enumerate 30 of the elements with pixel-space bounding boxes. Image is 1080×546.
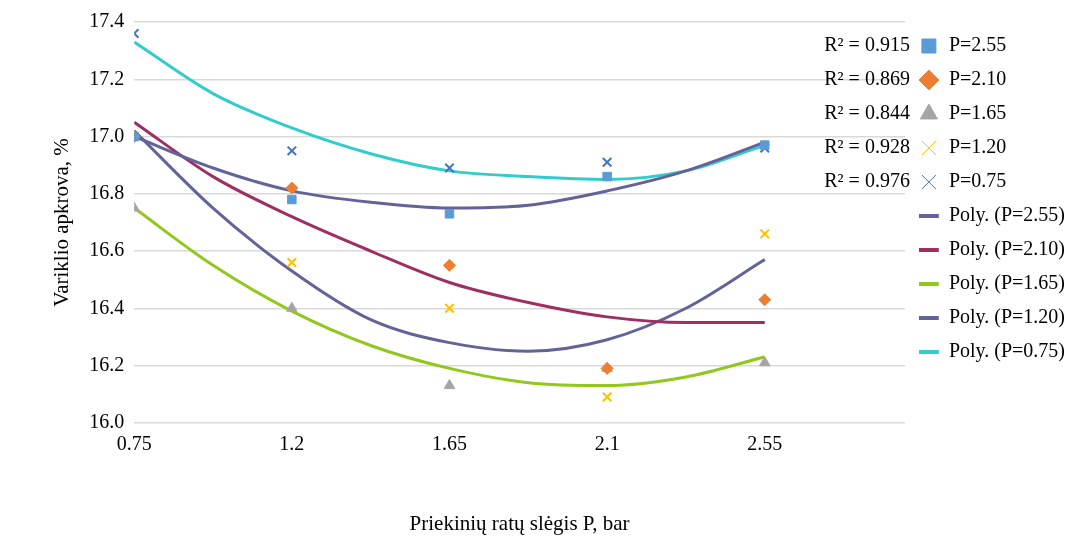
- legend-label: P=1.65: [948, 101, 1007, 124]
- y-tick-label: 16.0: [89, 410, 125, 433]
- y-tick-label: 16.8: [89, 181, 125, 204]
- x-tick-label: 0.75: [116, 432, 152, 455]
- annotation: R² = 0.976: [824, 169, 910, 192]
- legend-label: Poly. (P=2.10): [948, 237, 1066, 261]
- y-tick-label: 17.4: [89, 9, 125, 32]
- legend-label: Poly. (P=0.75): [948, 339, 1066, 363]
- annotation: R² = 0.928: [824, 135, 910, 158]
- y-tick-label: 17.2: [89, 66, 125, 89]
- y-tick-label: 16.4: [89, 295, 125, 318]
- annotation: R² = 0.869: [824, 67, 910, 90]
- annotation: R² = 0.844: [824, 101, 910, 124]
- legend-label: P=2.55: [948, 33, 1007, 56]
- legend-label: Poly. (P=1.20): [948, 305, 1066, 329]
- annotation: R² = 0.915: [824, 33, 910, 56]
- legend-label: Poly. (P=1.65): [948, 271, 1066, 295]
- x-tick-label: 1.2: [279, 432, 305, 455]
- x-tick-label: 1.65: [431, 432, 467, 455]
- legend-label: P=0.75: [948, 169, 1007, 192]
- y-tick-label: 17.0: [89, 123, 125, 146]
- x-tick-label: 2.1: [594, 432, 620, 455]
- y-tick-label: 16.6: [89, 238, 125, 261]
- y-axis-title: Variklio apkrova, %: [49, 138, 74, 307]
- legend-label: P=2.10: [948, 67, 1007, 90]
- x-tick-label: 2.55: [747, 432, 783, 455]
- x-axis-title: Priekinių ratų slėgis P, bar: [409, 510, 630, 535]
- y-tick-label: 16.2: [89, 352, 125, 375]
- legend-label: Poly. (P=2.55): [948, 203, 1066, 227]
- legend-label: P=1.20: [948, 135, 1007, 158]
